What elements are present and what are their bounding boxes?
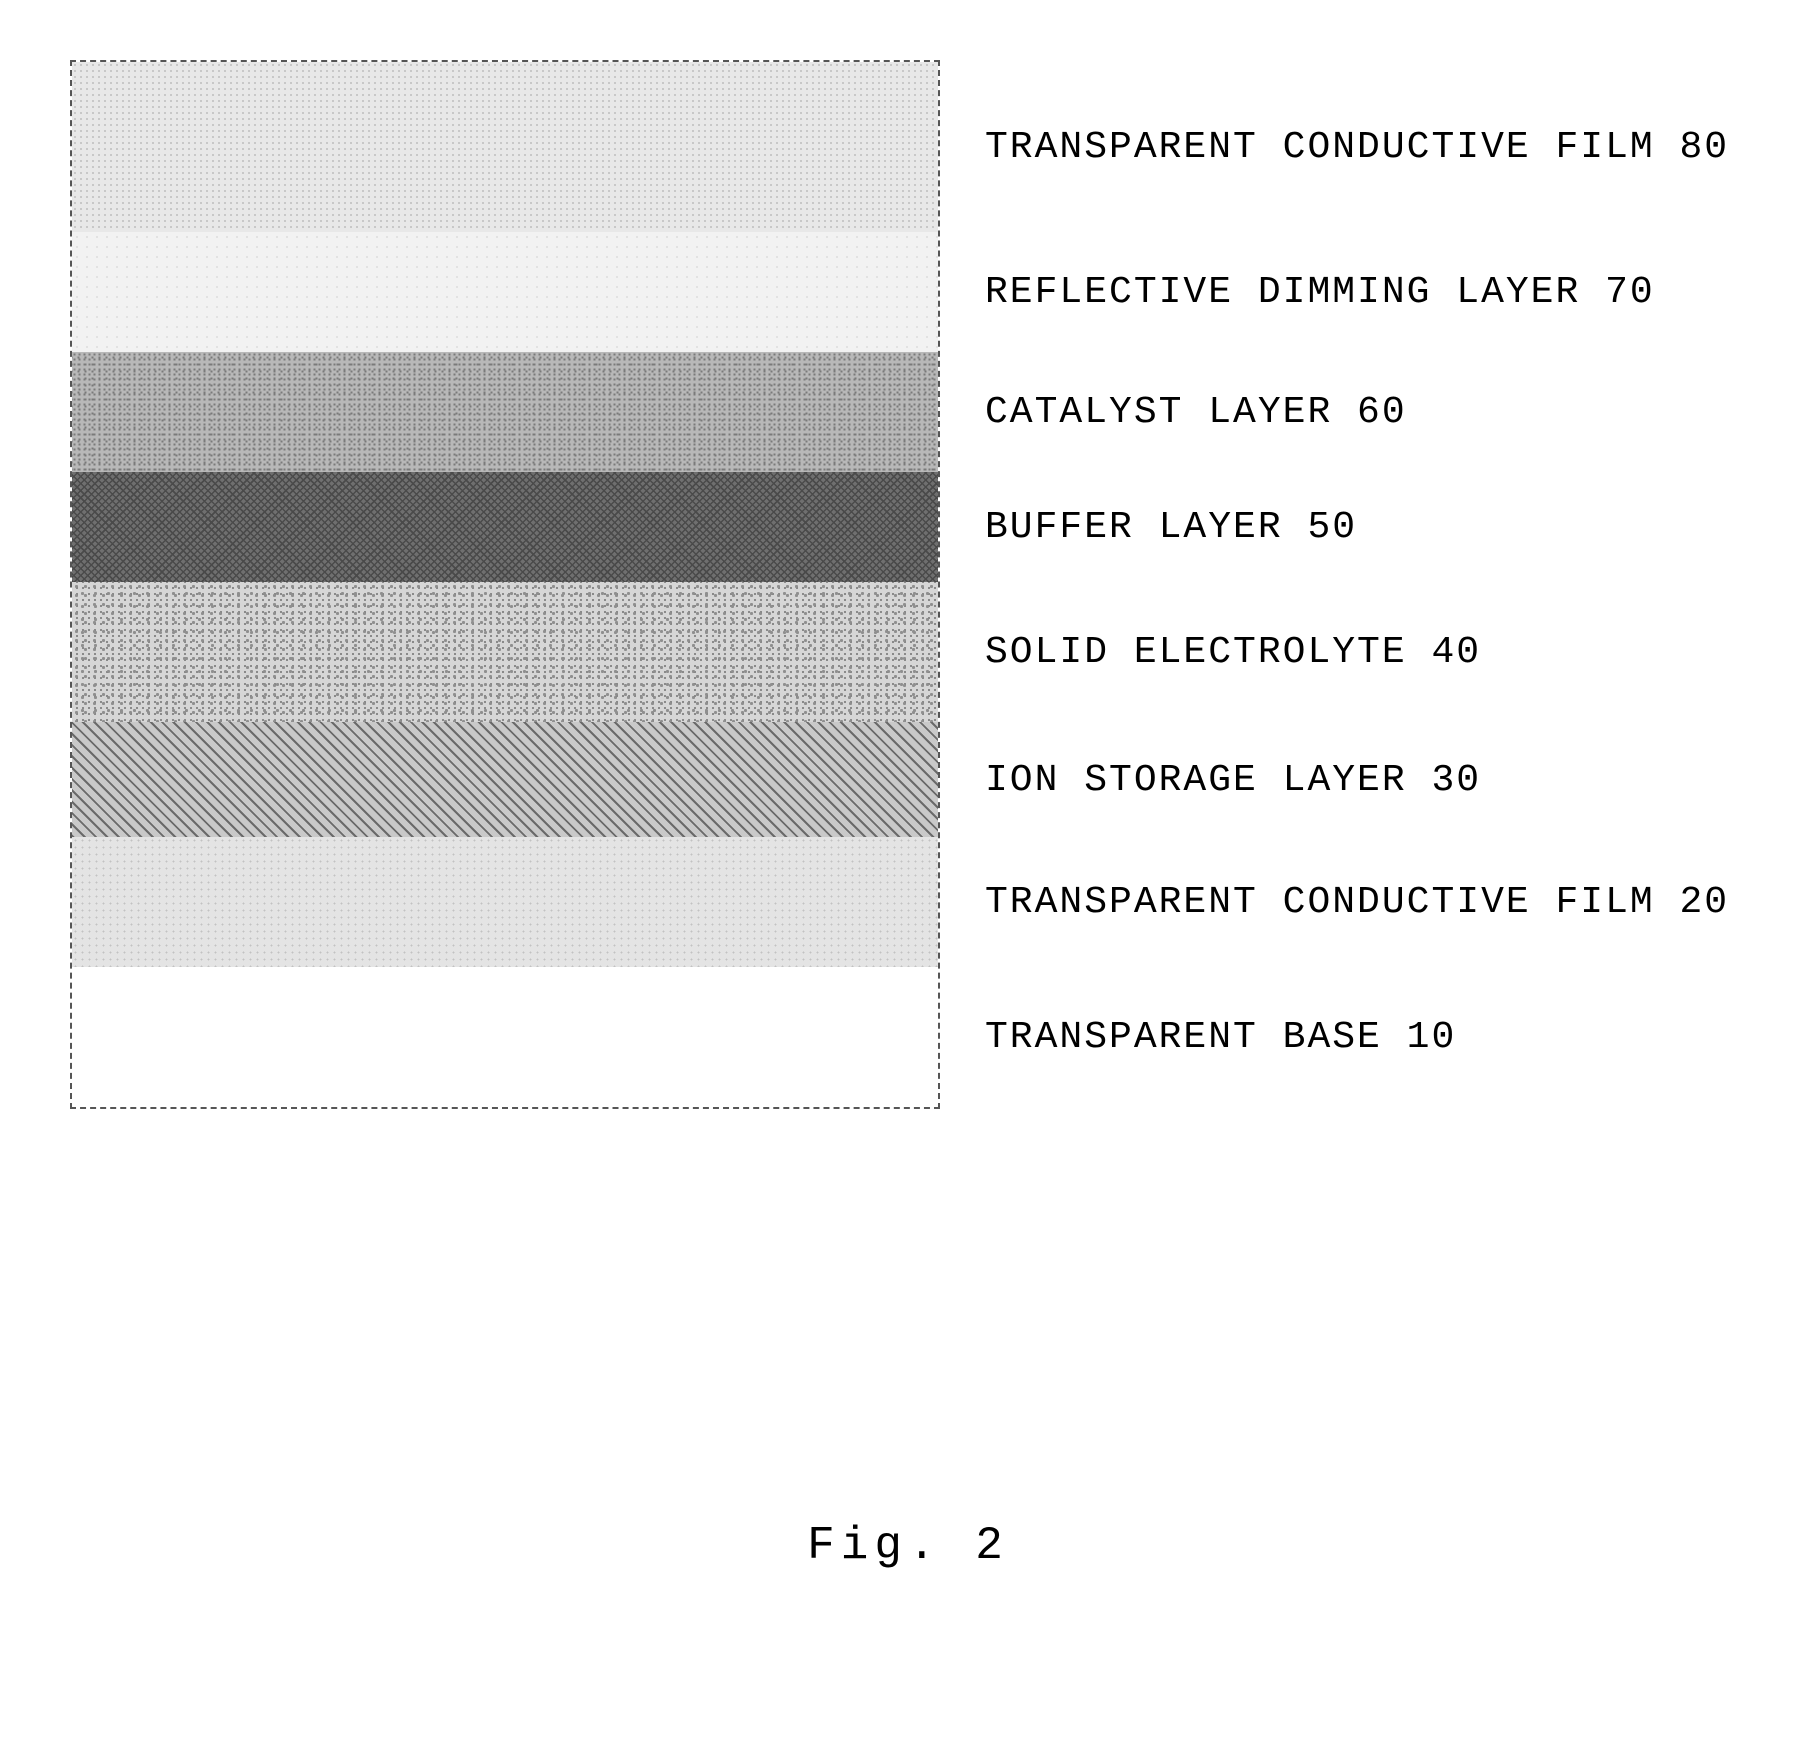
layer-tcf80 — [72, 62, 938, 232]
layer-refl70 — [72, 232, 938, 352]
label-buf50: BUFFER LAYER 50 — [985, 506, 1357, 549]
layer-cat60 — [72, 352, 938, 472]
label-sel40: SOLID ELECTROLYTE 40 — [985, 631, 1481, 674]
figure-caption: Fig. 2 — [0, 1520, 1816, 1572]
layer-ion30 — [72, 722, 938, 837]
layer-base10 — [72, 967, 938, 1107]
figure-container: TRANSPARENT CONDUCTIVE FILM 80 REFLECTIVE… — [0, 0, 1816, 1754]
label-base10: TRANSPARENT BASE 10 — [985, 1016, 1456, 1059]
label-cat60: CATALYST LAYER 60 — [985, 391, 1407, 434]
layer-sel40 — [72, 582, 938, 722]
layer-buf50 — [72, 472, 938, 582]
layer-stack — [70, 60, 940, 1109]
label-refl70: REFLECTIVE DIMMING LAYER 70 — [985, 271, 1655, 314]
layer-tcf20 — [72, 837, 938, 967]
label-ion30: ION STORAGE LAYER 30 — [985, 759, 1481, 802]
label-tcf80: TRANSPARENT CONDUCTIVE FILM 80 — [985, 126, 1729, 169]
label-tcf20: TRANSPARENT CONDUCTIVE FILM 20 — [985, 881, 1729, 924]
